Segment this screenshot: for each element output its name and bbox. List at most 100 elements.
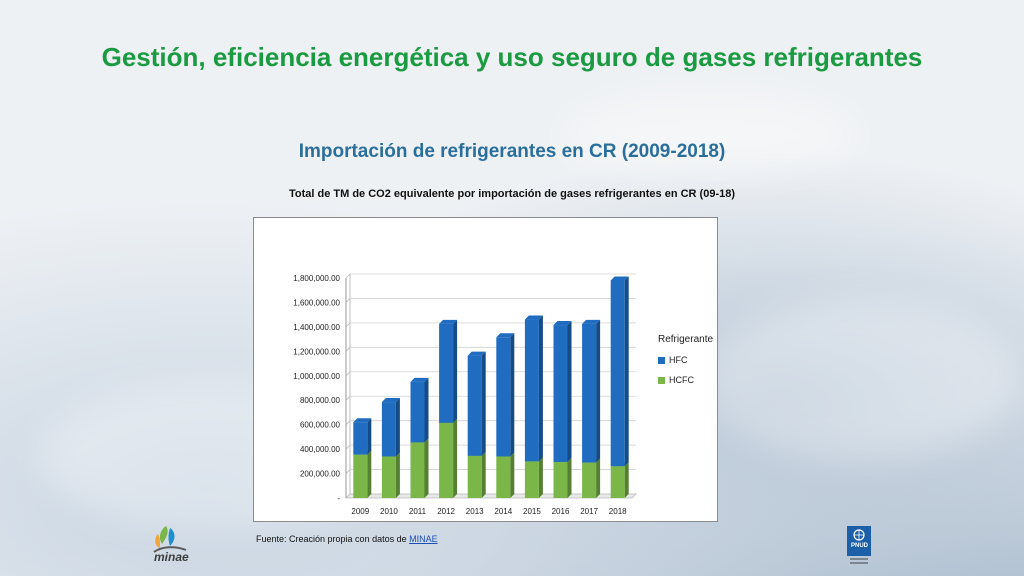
x-tick-label-2016: 2016 [552,507,570,516]
y-tick-label: 1,000,000.00 [293,372,340,381]
background-cloud [560,90,860,180]
gridline-depth [345,273,351,279]
chart-caption: Total de TM de CO2 equivalente por impor… [288,188,735,200]
bar-top-hfc-2011 [410,377,429,382]
bar-side-hfc-2009 [367,418,372,455]
bar-side-hcfc-2011 [424,438,429,498]
bar-side-hcfc-2015 [538,457,543,498]
source-link-minae[interactable]: MINAE [409,534,438,544]
bar-side-hfc-2018 [624,276,629,467]
bar-hfc-2014 [496,337,511,457]
bar-hfc-2018 [610,280,625,467]
y-tick-label: 200,000.00 [300,470,341,479]
hand-leaf-icon [153,526,187,553]
bar-side-hfc-2016 [567,321,572,462]
bar-side-hfc-2011 [424,377,429,443]
chart-container: - 200,000.00 400,000.00 600,000.00 800,000.0… [253,217,718,522]
bar-side-hcfc-2013 [481,451,486,498]
bar-side-hfc-2017 [596,319,601,463]
bar-hfc-2012 [439,323,454,423]
bar-side-hfc-2010 [395,398,400,457]
bar-hfc-2015 [524,319,539,462]
gridline-depth [345,420,351,425]
x-tick-label-2015: 2015 [523,507,541,516]
bar-side-hfc-2015 [538,315,543,462]
bar-side-hcfc-2012 [453,418,458,498]
legend-swatch-hcfc [658,376,665,384]
bar-top-hfc-2018 [610,276,629,281]
bar-side-hfc-2013 [481,351,486,456]
legend-swatch-hfc [658,356,665,364]
gridline-depth [345,395,351,401]
slide-subtitle: Importación de refrigerantes en CR (2009… [298,141,726,162]
bar-top-hfc-2017 [582,319,601,324]
bar-hfc-2013 [467,355,482,456]
x-tick-label-2010: 2010 [380,507,398,516]
minae-logo-text: minae [154,550,189,564]
slide-title: Gestión, eficiencia energética y uso seg… [101,42,923,72]
source-text: Fuente: Creación propia con datos de [256,534,410,544]
undp-icon [847,526,871,564]
bar-hfc-2010 [381,402,396,457]
gridline-depth [345,444,351,450]
y-tick-label: - [337,494,340,503]
bar-top-hfc-2015 [524,315,543,320]
y-tick-label: 800,000.00 [300,396,341,405]
bar-top-hfc-2012 [439,319,458,324]
bar-top-hfc-2014 [496,333,515,338]
bar-hcfc-2014 [496,456,511,498]
bar-hcfc-2018 [610,466,625,498]
bar-hcfc-2010 [381,456,396,498]
bar-hfc-2009 [353,422,368,455]
bar-top-hfc-2013 [467,351,486,356]
bar-side-hcfc-2009 [367,450,372,498]
stacked-bar-chart: - 200,000.00 400,000.00 600,000.00 800,000.0… [293,273,637,516]
minae-logo: minae [146,522,206,568]
bar-side-hcfc-2017 [596,458,601,498]
bar-side-hcfc-2010 [395,452,400,498]
x-tick-label-2009: 2009 [351,507,369,516]
bar-hfc-2016 [553,325,568,462]
y-tick-label: 1,600,000.00 [293,298,340,307]
chart-legend: Refrigerante HFC HCFC [658,334,713,395]
bar-side-hfc-2012 [453,319,458,423]
bar-hcfc-2009 [353,454,368,498]
bar-hcfc-2015 [524,461,539,498]
bar-top-hfc-2010 [381,398,400,403]
undp-logo: PNUD [846,526,872,570]
bar-hcfc-2012 [439,422,454,498]
x-tick-label-2012: 2012 [437,507,455,516]
gridline-depth [345,322,351,328]
source-note: Fuente: Creación propia con datos de MIN… [256,534,438,544]
legend-label-hfc: HFC [669,355,688,365]
bar-top-hfc-2016 [553,321,572,326]
bar-side-hfc-2014 [510,333,515,457]
x-tick-label-2011: 2011 [409,507,427,516]
legend-item-hfc: HFC [658,355,713,365]
gridline-depth [345,371,351,377]
bar-hfc-2017 [582,323,597,463]
bar-side-hcfc-2018 [624,462,629,498]
gridline-depth [345,298,351,303]
bar-top-hfc-2009 [353,418,372,423]
undp-logo-text: PNUD [851,543,869,549]
legend-title: Refrigerante [658,334,714,345]
bar-hcfc-2016 [553,461,568,498]
gridline-depth [345,469,351,474]
x-tick-label-2017: 2017 [580,507,598,516]
bar-side-hcfc-2016 [567,457,572,498]
y-tick-label: 1,400,000.00 [293,323,340,332]
legend-item-hcfc: HCFC [658,375,713,385]
bar-side-hcfc-2014 [510,452,515,498]
x-tick-label-2018: 2018 [609,507,627,516]
y-tick-label: 1,800,000.00 [293,274,340,283]
bar-hcfc-2013 [467,455,482,498]
gridline-depth [345,347,351,352]
y-tick-label: 400,000.00 [300,445,341,454]
background-cloud [700,300,1020,460]
x-tick-label-2013: 2013 [466,507,484,516]
bar-hcfc-2017 [582,462,597,498]
y-tick-label: 600,000.00 [300,421,341,430]
y-tick-label: 1,200,000.00 [293,347,340,356]
bar-hcfc-2011 [410,442,425,498]
